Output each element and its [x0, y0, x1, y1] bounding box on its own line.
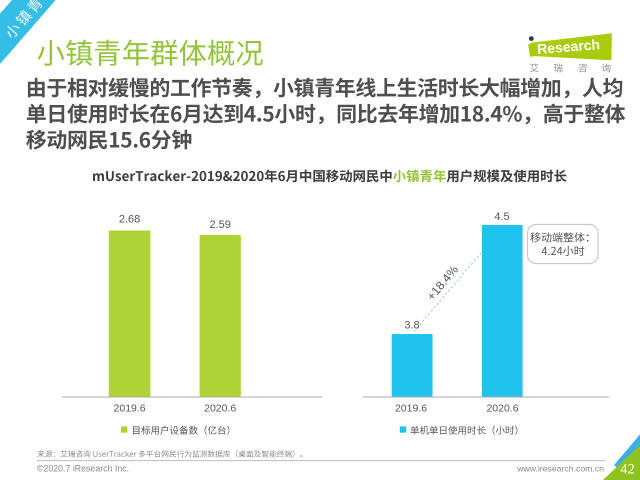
svg-text:©2020.7 iResearch Inc.: ©2020.7 iResearch Inc. [37, 463, 129, 473]
svg-text:2019.6: 2019.6 [114, 403, 146, 415]
svg-text:2.59: 2.59 [209, 219, 230, 231]
svg-text:2020.6: 2020.6 [486, 403, 518, 415]
svg-text:42: 42 [620, 462, 635, 478]
svg-text:www.iresearch.com.cn: www.iresearch.com.cn [516, 464, 604, 474]
svg-text:2019.6: 2019.6 [395, 403, 427, 415]
svg-text:4.5: 4.5 [494, 211, 509, 223]
svg-text:2.68: 2.68 [119, 213, 140, 225]
svg-text:3.8: 3.8 [404, 319, 419, 331]
svg-text:Research: Research [536, 36, 600, 57]
svg-text:2020.6: 2020.6 [204, 403, 236, 415]
